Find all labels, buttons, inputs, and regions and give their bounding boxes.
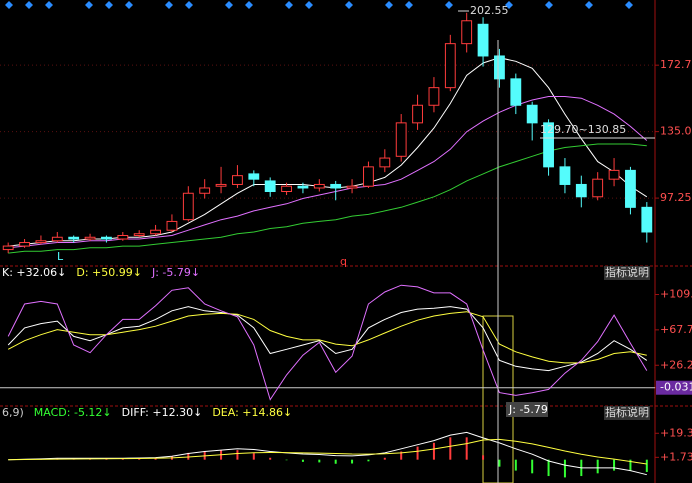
- line-series: [8, 96, 648, 249]
- candle-body: [379, 157, 391, 168]
- annotation: q: [340, 255, 347, 268]
- candle-body: [182, 192, 194, 221]
- candle-body: [510, 78, 522, 106]
- candle-body: [117, 235, 129, 240]
- candle-body: [543, 122, 554, 168]
- candle-body: [412, 104, 423, 124]
- candle-body: [2, 245, 14, 251]
- candle-body: [35, 240, 47, 244]
- indicator-button: [604, 266, 650, 280]
- candle-body: [51, 236, 63, 242]
- y-tick-label: 97.25: [660, 191, 692, 204]
- y-tick-label: +109.1: [660, 288, 692, 301]
- line-series: [7, 284, 648, 401]
- candle-body: [592, 178, 604, 198]
- indicator-header: 6,9): [2, 406, 24, 419]
- candle-body: [428, 87, 440, 106]
- y-tick-label: 172.77: [660, 58, 692, 71]
- candle-body: [133, 233, 145, 237]
- candle-body: [19, 242, 30, 247]
- line-series: [8, 57, 648, 247]
- candle-body: [215, 183, 227, 187]
- candle-body: [150, 229, 161, 235]
- annotation: 129.70~130.85: [540, 123, 626, 136]
- candle-body: [330, 183, 342, 189]
- indicator-button-label[interactable]: 指标说明: [605, 265, 649, 279]
- candle-body: [461, 20, 473, 45]
- top-markers: [5, 1, 633, 9]
- candle-body: [608, 169, 620, 180]
- marker-row: [5, 1, 633, 9]
- indicator-header: K: +32.06↓: [2, 266, 66, 279]
- candle-body: [625, 169, 636, 208]
- annotation: L: [57, 250, 64, 263]
- line-series: [7, 311, 647, 364]
- indicator-header: DEA: +14.86↓: [212, 406, 292, 419]
- candle-body: [297, 185, 309, 189]
- candle-body: [641, 206, 653, 233]
- candle-body: [395, 122, 407, 157]
- candle-body: [477, 23, 489, 57]
- candle-body: [313, 183, 325, 189]
- candle-body: [559, 166, 571, 185]
- y-tick-label: +1.73: [660, 450, 692, 463]
- candle-body: [264, 180, 276, 192]
- y-tick-label: +26.27: [660, 358, 692, 371]
- candle-body: [363, 166, 374, 187]
- y-tick-label: 135.01: [660, 125, 692, 138]
- candle-body: [248, 173, 260, 180]
- indicator-header: DIFF: +12.30↓: [122, 406, 203, 419]
- indicator-header: D: +50.99↓: [76, 266, 142, 279]
- cursor-label: J: -5.79: [508, 403, 548, 416]
- line-series: [7, 306, 648, 372]
- indicator-header: MACD: -5.12↓: [34, 406, 112, 419]
- candle-body: [575, 183, 587, 198]
- candle-body: [444, 43, 456, 89]
- line-series: [8, 438, 647, 465]
- candle-body: [232, 175, 243, 185]
- y-tick-label: +67.71: [660, 323, 692, 336]
- y-tick-label: -0.031: [660, 381, 692, 394]
- candle-body: [346, 185, 358, 189]
- candle-body: [281, 185, 292, 192]
- cursor-label-box: [506, 402, 548, 417]
- line-series: [8, 143, 647, 254]
- candle-body: [101, 236, 112, 240]
- y-tick-highlight: [656, 380, 692, 395]
- candle-body: [526, 104, 538, 124]
- indicator-button-label[interactable]: 指标说明: [605, 405, 649, 419]
- candle-body: [68, 236, 80, 240]
- candle-body: [199, 187, 211, 194]
- y-tick-label: +19.37: [660, 426, 692, 439]
- indicator-button: [604, 406, 650, 420]
- candle-body: [84, 236, 96, 240]
- annotation: 202.55: [470, 4, 509, 17]
- indicator-header: J: -5.79↓: [151, 266, 200, 279]
- candle-body: [494, 55, 505, 80]
- candle-body: [166, 220, 178, 231]
